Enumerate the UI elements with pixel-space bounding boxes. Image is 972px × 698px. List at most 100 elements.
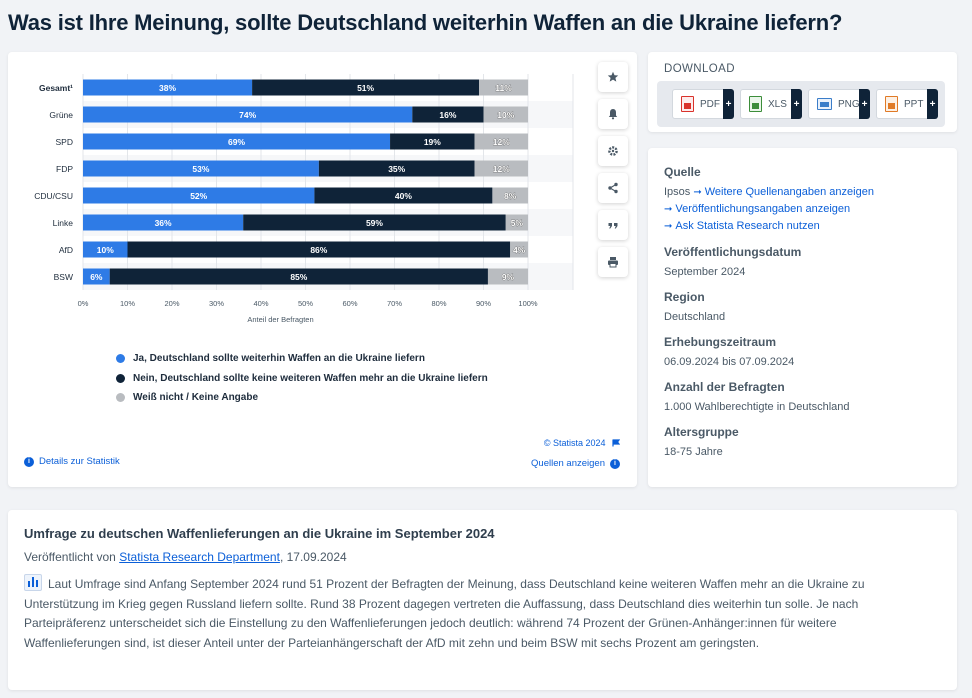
copyright-link[interactable]: © Statista 2024 bbox=[544, 438, 621, 448]
x-tick-label: 90% bbox=[476, 299, 491, 308]
category-label: Gesamt¹ bbox=[39, 83, 73, 93]
bar-segment bbox=[318, 160, 475, 177]
download-ppt-label: PPT bbox=[904, 98, 924, 110]
bar-segment bbox=[505, 214, 528, 231]
notification-button[interactable] bbox=[598, 99, 628, 129]
data-label: 53% bbox=[192, 164, 209, 174]
x-tick-label: 20% bbox=[164, 299, 179, 308]
print-button[interactable] bbox=[598, 247, 628, 277]
bar-segment bbox=[127, 241, 511, 258]
date-heading: Veröffentlichungsdatum bbox=[664, 245, 802, 259]
download-xls-button[interactable]: XLS + bbox=[740, 89, 802, 119]
legend-item-no[interactable]: Nein, Deutschland sollte keine weiteren … bbox=[116, 369, 488, 389]
bar-segment bbox=[510, 241, 528, 258]
data-label: 12% bbox=[493, 137, 510, 147]
publication-info-link[interactable]: ➞ Veröffentlichungsangaben anzeigen bbox=[664, 201, 941, 218]
plus-icon: + bbox=[927, 89, 938, 119]
cite-button[interactable] bbox=[598, 210, 628, 240]
author-link[interactable]: Statista Research Department bbox=[119, 550, 280, 564]
category-label: SPD bbox=[56, 137, 73, 147]
x-axis-title: Anteil der Befragten bbox=[247, 315, 313, 324]
chart-toolbar bbox=[598, 62, 628, 284]
data-label: 59% bbox=[366, 218, 383, 228]
bar-segment bbox=[252, 79, 480, 96]
bar-segment bbox=[412, 106, 484, 123]
source-name: Ipsos bbox=[664, 186, 691, 198]
details-link[interactable]: i Details zur Statistik bbox=[24, 456, 120, 467]
arrow-right-icon: ➞ bbox=[693, 187, 702, 198]
bar-segment bbox=[83, 241, 128, 258]
age-group-value: 18-75 Jahre bbox=[664, 446, 723, 458]
png-file-icon bbox=[817, 98, 832, 110]
data-label: 86% bbox=[310, 245, 327, 255]
ask-research-label: Ask Statista Research nutzen bbox=[675, 220, 820, 232]
bar-segment bbox=[487, 268, 528, 285]
date-value: September 2024 bbox=[664, 266, 746, 278]
data-label: 52% bbox=[190, 191, 207, 201]
data-label: 36% bbox=[155, 218, 172, 228]
data-label: 51% bbox=[357, 83, 374, 93]
period-value: 06.09.2024 bis 07.09.2024 bbox=[664, 356, 795, 368]
legend-dot-unknown bbox=[116, 393, 125, 403]
data-label: 12% bbox=[493, 164, 510, 174]
download-ppt-button[interactable]: PPT + bbox=[876, 89, 938, 119]
share-button[interactable] bbox=[598, 173, 628, 203]
bar-segment bbox=[474, 133, 528, 150]
legend-label-no: Nein, Deutschland sollte keine weiteren … bbox=[133, 372, 488, 384]
bar-segment bbox=[83, 268, 110, 285]
sources-link[interactable]: Quellen anzeigen i bbox=[531, 458, 620, 469]
description-body: Laut Umfrage sind Anfang September 2024 … bbox=[24, 574, 884, 653]
download-xls-label: XLS bbox=[768, 98, 787, 110]
gear-icon bbox=[608, 146, 618, 156]
category-label: AfD bbox=[59, 245, 73, 255]
category-label: CDU/CSU bbox=[34, 191, 73, 201]
quote-icon bbox=[608, 223, 618, 229]
favorite-button[interactable] bbox=[598, 62, 628, 92]
x-tick-label: 50% bbox=[298, 299, 313, 308]
legend-label-unknown: Weiß nicht / Keine Angabe bbox=[133, 392, 259, 404]
region-heading: Region bbox=[664, 290, 705, 304]
sources-label: Quellen anzeigen bbox=[531, 458, 605, 469]
category-label: BSW bbox=[54, 272, 73, 282]
bar-segment bbox=[483, 106, 528, 123]
period-heading: Erhebungszeitraum bbox=[664, 335, 777, 349]
publication-meta: Veröffentlicht von Statista Research Dep… bbox=[24, 550, 941, 564]
xls-file-icon bbox=[749, 96, 762, 112]
description-card: Umfrage zu deutschen Waffenlieferungen a… bbox=[8, 510, 957, 690]
x-tick-label: 100% bbox=[518, 299, 538, 308]
bell-icon bbox=[608, 109, 618, 120]
print-icon bbox=[608, 257, 618, 268]
plus-icon: + bbox=[791, 89, 802, 119]
data-label: 74% bbox=[239, 110, 256, 120]
legend-dot-yes bbox=[116, 354, 125, 364]
data-label: 16% bbox=[439, 110, 456, 120]
age-group-heading: Altersgruppe bbox=[664, 425, 739, 439]
legend-item-unknown[interactable]: Weiß nicht / Keine Angabe bbox=[116, 388, 488, 408]
category-label: Grüne bbox=[49, 110, 73, 120]
bar-segment bbox=[390, 133, 475, 150]
info-icon: i bbox=[610, 458, 620, 469]
more-sources-label: Weitere Quellenangaben anzeigen bbox=[704, 186, 874, 198]
download-pdf-button[interactable]: PDF + bbox=[672, 89, 734, 119]
pdf-file-icon bbox=[681, 96, 694, 112]
bar-segment bbox=[83, 106, 413, 123]
source-row: Ipsos ➞ Weitere Quellenangaben anzeigen bbox=[664, 184, 941, 201]
more-sources-link[interactable]: ➞ Weitere Quellenangaben anzeigen bbox=[693, 186, 874, 198]
bar-segment bbox=[83, 214, 244, 231]
flag-icon bbox=[612, 439, 621, 447]
bar-segment bbox=[109, 268, 488, 285]
publication-date: , 17.09.2024 bbox=[279, 550, 347, 564]
bar-segment bbox=[474, 160, 528, 177]
settings-button[interactable] bbox=[598, 136, 628, 166]
description-title: Umfrage zu deutschen Waffenlieferungen a… bbox=[24, 526, 495, 541]
download-png-button[interactable]: PNG + bbox=[808, 89, 870, 119]
data-label: 11% bbox=[495, 83, 512, 93]
details-label: Details zur Statistik bbox=[39, 456, 120, 467]
data-label: 69% bbox=[228, 137, 245, 147]
x-tick-label: 10% bbox=[120, 299, 135, 308]
info-icon: i bbox=[24, 456, 34, 467]
ask-research-link[interactable]: ➞ Ask Statista Research nutzen bbox=[664, 218, 941, 235]
plus-icon: + bbox=[723, 89, 734, 119]
x-tick-label: 70% bbox=[387, 299, 402, 308]
legend-item-yes[interactable]: Ja, Deutschland sollte weiterhin Waffen … bbox=[116, 349, 488, 369]
